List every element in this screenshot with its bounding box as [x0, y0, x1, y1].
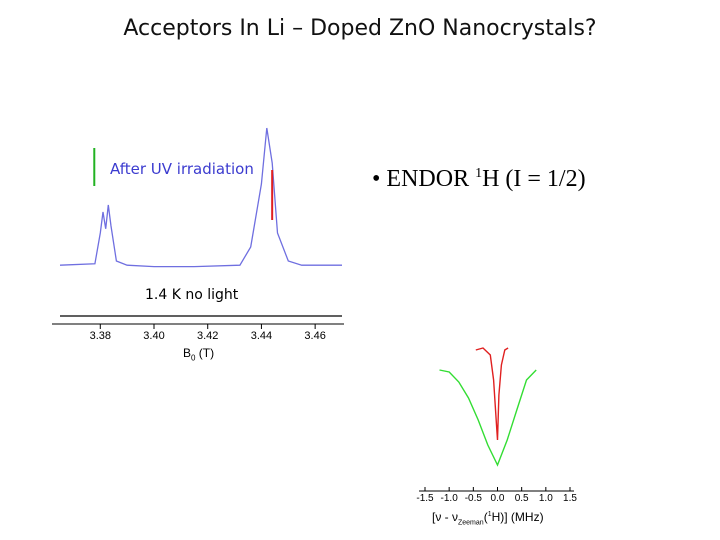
endor-tick-label: -1.0 [440, 493, 458, 504]
epr-x-axis-sub: 0 [191, 353, 196, 363]
annotation-no-light: 1.4 K no light [145, 287, 239, 303]
endor-x-axis-mid: ( [483, 510, 488, 524]
slide-title: Acceptors In Li – Doped ZnO Nanocrystals… [123, 16, 597, 41]
epr-tick-label: 3.40 [143, 330, 165, 342]
endor-tick-label: 0.5 [514, 493, 529, 504]
series-after-uv [59, 127, 342, 268]
epr-x-axis-label: B0 (T) [183, 346, 214, 362]
endor-tick-label: 1.0 [538, 493, 553, 504]
bullet-superscript: 1 [475, 166, 483, 181]
epr-x-axis-unit: (T) [195, 346, 215, 360]
series-green [439, 369, 537, 467]
series-red [475, 347, 509, 441]
endor-x-axis-sub: Zeeman [458, 519, 484, 527]
annotation-after-uv: After UV irradiation [110, 160, 254, 178]
endor-x-axis-pre: [ν - ν [432, 510, 458, 524]
bullet-marker: • [372, 166, 381, 192]
endor-tick-label: 1.5 [563, 493, 577, 504]
endor-tick-label: -1.5 [416, 493, 434, 504]
endor-tick-label: 0.0 [490, 493, 505, 504]
endor-bullet: • ENDOR 1H (I = 1/2) [372, 166, 586, 193]
epr-tick-label: 3.42 [196, 330, 219, 342]
epr-tick-label: 3.46 [304, 330, 326, 342]
epr-tick-label: 3.44 [250, 330, 273, 342]
bullet-text-after: H (I = 1/2) [482, 166, 586, 192]
epr-tick-label: 3.38 [89, 330, 111, 342]
endor-x-axis-post: H)] (MHz) [491, 510, 544, 524]
epr-x-axis-main: B [183, 346, 192, 360]
endor-tick-label: -0.5 [464, 493, 482, 504]
endor-x-axis-label: [ν - νZeeman(1H)] (MHz) [432, 510, 544, 526]
endor-x-axis-sup: 1 [487, 511, 492, 518]
bullet-text-before: ENDOR [386, 166, 476, 192]
